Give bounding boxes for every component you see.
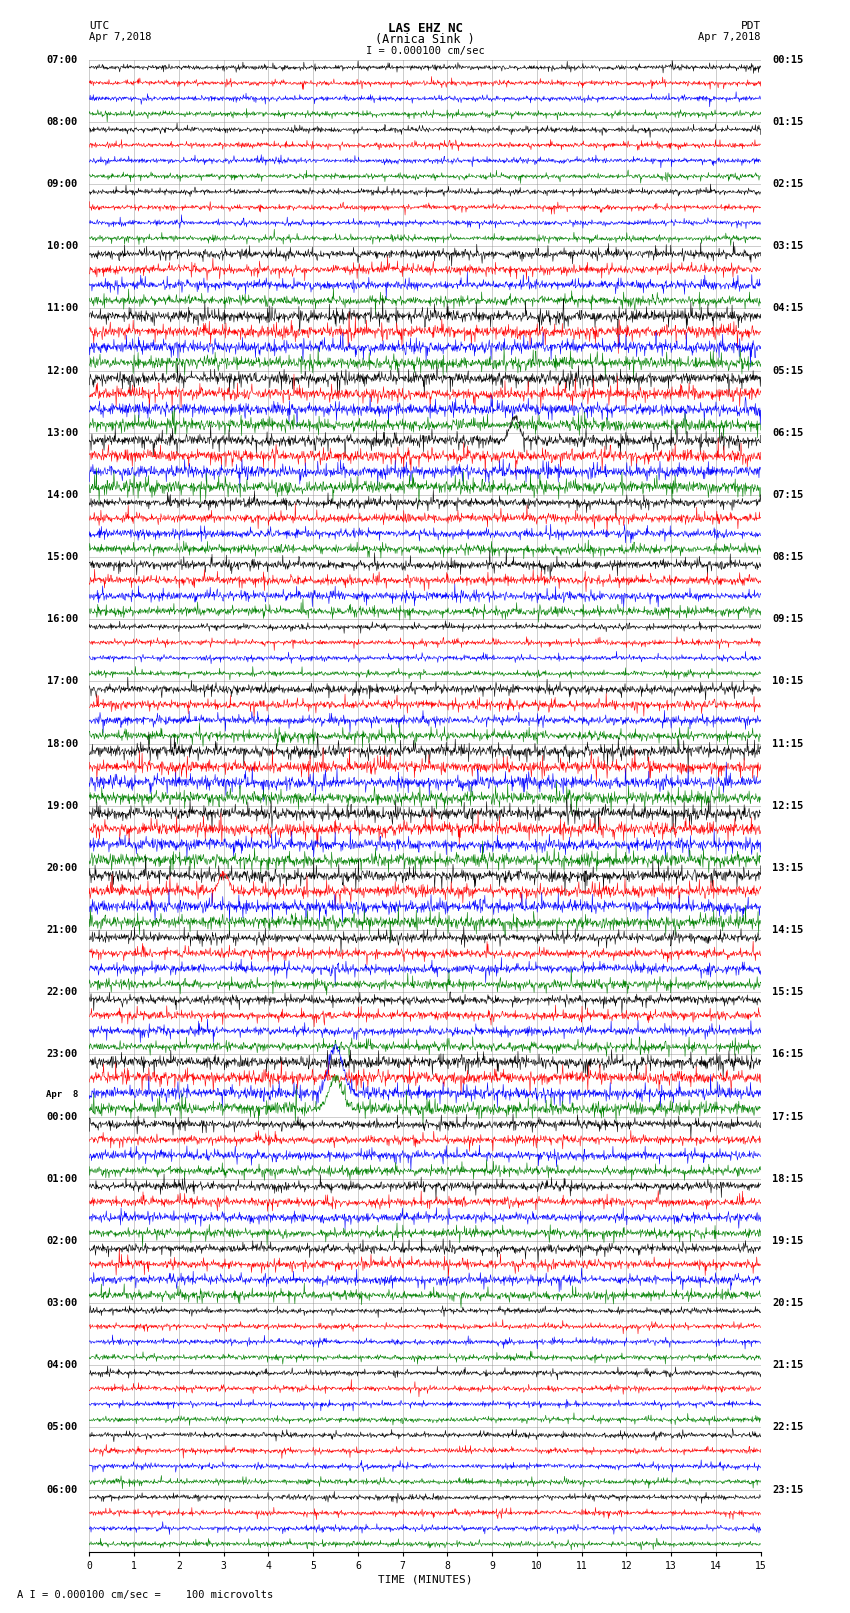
Text: 22:15: 22:15: [772, 1423, 803, 1432]
Text: 19:00: 19:00: [47, 800, 78, 811]
Text: 09:15: 09:15: [772, 615, 803, 624]
Text: 06:15: 06:15: [772, 427, 803, 437]
Text: 23:15: 23:15: [772, 1484, 803, 1495]
Text: 03:15: 03:15: [772, 242, 803, 252]
Text: 13:00: 13:00: [47, 427, 78, 437]
Text: 14:15: 14:15: [772, 924, 803, 936]
Text: 07:15: 07:15: [772, 490, 803, 500]
Text: 18:00: 18:00: [47, 739, 78, 748]
Text: 00:00: 00:00: [47, 1111, 78, 1121]
Text: 06:00: 06:00: [47, 1484, 78, 1495]
Text: 17:15: 17:15: [772, 1111, 803, 1121]
Text: 18:15: 18:15: [772, 1174, 803, 1184]
Text: 19:15: 19:15: [772, 1236, 803, 1245]
Text: 05:00: 05:00: [47, 1423, 78, 1432]
Text: 11:15: 11:15: [772, 739, 803, 748]
Text: 12:00: 12:00: [47, 366, 78, 376]
Text: 16:00: 16:00: [47, 615, 78, 624]
Text: 02:00: 02:00: [47, 1236, 78, 1245]
Text: 03:00: 03:00: [47, 1298, 78, 1308]
Text: 00:15: 00:15: [772, 55, 803, 65]
Text: 08:00: 08:00: [47, 116, 78, 127]
Text: 05:15: 05:15: [772, 366, 803, 376]
Text: 21:15: 21:15: [772, 1360, 803, 1369]
Text: Apr 7,2018: Apr 7,2018: [89, 32, 152, 42]
Text: Apr  8: Apr 8: [46, 1090, 78, 1100]
Text: 21:00: 21:00: [47, 924, 78, 936]
Text: A I = 0.000100 cm/sec =    100 microvolts: A I = 0.000100 cm/sec = 100 microvolts: [17, 1590, 273, 1600]
Text: 10:00: 10:00: [47, 242, 78, 252]
Text: 04:15: 04:15: [772, 303, 803, 313]
Text: 17:00: 17:00: [47, 676, 78, 687]
Text: 04:00: 04:00: [47, 1360, 78, 1369]
Text: 08:15: 08:15: [772, 552, 803, 561]
Text: 13:15: 13:15: [772, 863, 803, 873]
Text: I = 0.000100 cm/sec: I = 0.000100 cm/sec: [366, 45, 484, 56]
Text: 15:15: 15:15: [772, 987, 803, 997]
Text: 07:00: 07:00: [47, 55, 78, 65]
Text: 10:15: 10:15: [772, 676, 803, 687]
Text: 22:00: 22:00: [47, 987, 78, 997]
Text: (Arnica Sink ): (Arnica Sink ): [375, 32, 475, 45]
Text: 14:00: 14:00: [47, 490, 78, 500]
Text: 02:15: 02:15: [772, 179, 803, 189]
X-axis label: TIME (MINUTES): TIME (MINUTES): [377, 1574, 473, 1586]
Text: 16:15: 16:15: [772, 1050, 803, 1060]
Text: LAS EHZ NC: LAS EHZ NC: [388, 21, 462, 35]
Text: UTC: UTC: [89, 21, 110, 31]
Text: Apr 7,2018: Apr 7,2018: [698, 32, 761, 42]
Text: 20:00: 20:00: [47, 863, 78, 873]
Text: 09:00: 09:00: [47, 179, 78, 189]
Text: 12:15: 12:15: [772, 800, 803, 811]
Text: 23:00: 23:00: [47, 1050, 78, 1060]
Text: 15:00: 15:00: [47, 552, 78, 561]
Text: 01:15: 01:15: [772, 116, 803, 127]
Text: 20:15: 20:15: [772, 1298, 803, 1308]
Text: PDT: PDT: [740, 21, 761, 31]
Text: 11:00: 11:00: [47, 303, 78, 313]
Text: 01:00: 01:00: [47, 1174, 78, 1184]
